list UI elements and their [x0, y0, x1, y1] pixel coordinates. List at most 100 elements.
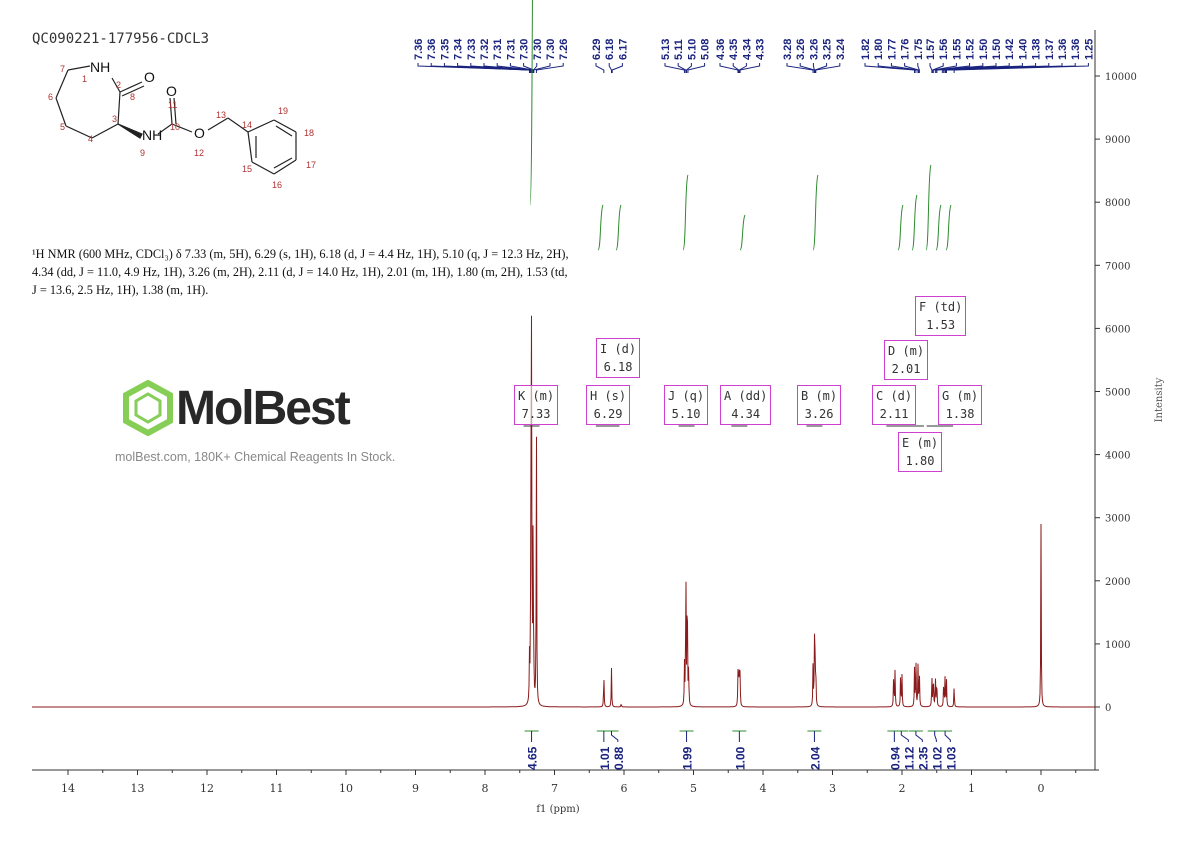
- multiplet-box-H: H (s) 6.29: [586, 385, 631, 425]
- multiplet-shift: 3.26: [804, 407, 834, 421]
- spectrum-line: [32, 315, 1095, 708]
- integral-curve: [935, 204, 942, 251]
- atom-nh9: NH: [142, 127, 162, 143]
- peak-label: 3.24: [835, 38, 847, 60]
- atom-number: 15: [242, 164, 252, 174]
- multiplet-shift: 7.33: [521, 407, 551, 421]
- peak-label: 4.35: [728, 39, 740, 60]
- integral-curve: [911, 194, 918, 251]
- integral-value: 1.02: [930, 746, 944, 770]
- multiplet-type: G (m): [942, 389, 979, 403]
- peak-label: 1.55: [951, 39, 963, 60]
- peak-label: 7.31: [492, 39, 504, 60]
- peak-label: 7.36: [413, 39, 425, 60]
- x-tick-label: 1: [968, 782, 975, 795]
- peak-label-connector: [812, 63, 815, 73]
- atom-o8: O: [144, 69, 155, 85]
- multiplet-shift: 1.38: [945, 407, 975, 421]
- peak-label: 5.08: [700, 39, 712, 60]
- x-tick-label: 0: [1038, 782, 1045, 795]
- x-tick-label: 8: [482, 782, 489, 795]
- peak-label: 7.30: [532, 39, 544, 60]
- x-tick-label: 11: [270, 782, 284, 795]
- multiplet-shift: 6.29: [593, 407, 623, 421]
- multiplet-type: J (q): [668, 389, 705, 403]
- peak-label: 5.13: [660, 39, 672, 60]
- peak-label: 1.52: [965, 39, 977, 60]
- integral-value: 1.03: [944, 746, 958, 770]
- peak-label: 7.34: [453, 38, 465, 60]
- x-tick-label: 7: [551, 782, 558, 795]
- peak-label-connector: [738, 63, 747, 73]
- multiplet-shift: 2.01: [891, 362, 921, 376]
- integral-curve: [529, 0, 533, 206]
- multiplet-box-B: B (m) 3.26: [797, 385, 842, 425]
- multiplet-box-J: J (q) 5.10: [664, 385, 709, 425]
- peak-label: 7.30: [519, 39, 531, 60]
- peak-label: 7.35: [439, 39, 451, 60]
- y-tick-label: 8000: [1105, 198, 1130, 209]
- atom-number: 1: [82, 74, 87, 84]
- peak-label: 1.36: [1070, 39, 1082, 60]
- integral-stem: [915, 731, 923, 742]
- sample-id: QC090221-177956-CDCL3: [32, 31, 210, 47]
- atom-number: 7: [60, 64, 65, 74]
- nmr-summary: ¹H NMR (600 MHz, CDCl₃) δ 7.33 (m, 5H), …: [32, 247, 569, 297]
- atom-o11: O: [166, 83, 177, 99]
- integral-stem: [934, 731, 937, 742]
- peak-label-connector: [739, 63, 761, 73]
- peak-label: 1.37: [1044, 39, 1056, 60]
- x-tick-label: 12: [200, 782, 214, 795]
- integral-value: 2.04: [808, 746, 822, 770]
- integral-value: 1.00: [733, 746, 747, 770]
- y-tick-label: 2000: [1105, 577, 1130, 588]
- integral-curve: [615, 204, 622, 251]
- x-tick-label: 9: [412, 782, 419, 795]
- x-tick-label: 2: [899, 782, 906, 795]
- peak-label: 6.18: [604, 39, 616, 60]
- y-tick-label: 6000: [1105, 324, 1130, 335]
- peak-label: 1.40: [1017, 39, 1029, 60]
- integral-curve: [925, 164, 932, 251]
- peak-label: 3.25: [822, 39, 834, 60]
- integral-curve: [597, 204, 604, 251]
- peak-label-connector: [608, 63, 612, 73]
- x-axis-label: f1 (ppm): [536, 804, 579, 815]
- integral-value: 1.99: [681, 746, 695, 770]
- atom-number: 16: [272, 180, 282, 190]
- multiplet-type: B (m): [801, 389, 838, 403]
- multiplet-type: A (dd): [724, 389, 768, 403]
- peak-label-connector: [719, 63, 739, 73]
- y-axis-label: Intensity: [1154, 377, 1165, 422]
- peak-label: 7.36: [426, 39, 438, 60]
- multiplet-box-K: K (m) 7.33: [514, 385, 559, 425]
- peak-label: 7.30: [545, 39, 557, 60]
- x-tick-label: 3: [829, 782, 836, 795]
- integral-curve: [682, 174, 689, 251]
- atom-o12: O: [194, 125, 205, 141]
- atom-number: 6: [48, 92, 53, 102]
- y-tick-label: 1000: [1105, 640, 1130, 651]
- peak-label-connector: [953, 63, 1089, 73]
- integral-value: 0.94: [888, 746, 902, 770]
- integral-curve: [739, 214, 746, 251]
- multiplet-type: C (d): [876, 389, 913, 403]
- peak-label: 4.33: [755, 39, 767, 60]
- integral-value: 1.12: [902, 746, 916, 770]
- peak-label: 7.33: [466, 39, 478, 60]
- multiplet-shift: 2.11: [879, 407, 909, 421]
- peak-label-connector: [917, 63, 920, 73]
- peak-label: 5.10: [686, 39, 698, 60]
- peak-label-connector: [815, 63, 841, 73]
- watermark-tagline: molBest.com, 180K+ Chemical Reagents In …: [115, 450, 396, 464]
- multiplet-box-I: I (d) 6.18: [596, 338, 641, 378]
- peak-label: 7.32: [479, 39, 491, 60]
- multiplet-box-F: F (td) 1.53: [915, 296, 967, 336]
- atom-number: 9: [140, 148, 145, 158]
- peak-label: 4.34: [741, 38, 753, 60]
- multiplet-type: H (s): [590, 389, 627, 403]
- molbest-logo-icon: [123, 380, 173, 436]
- peak-label-connector: [732, 63, 740, 73]
- peak-label-connector: [932, 63, 957, 73]
